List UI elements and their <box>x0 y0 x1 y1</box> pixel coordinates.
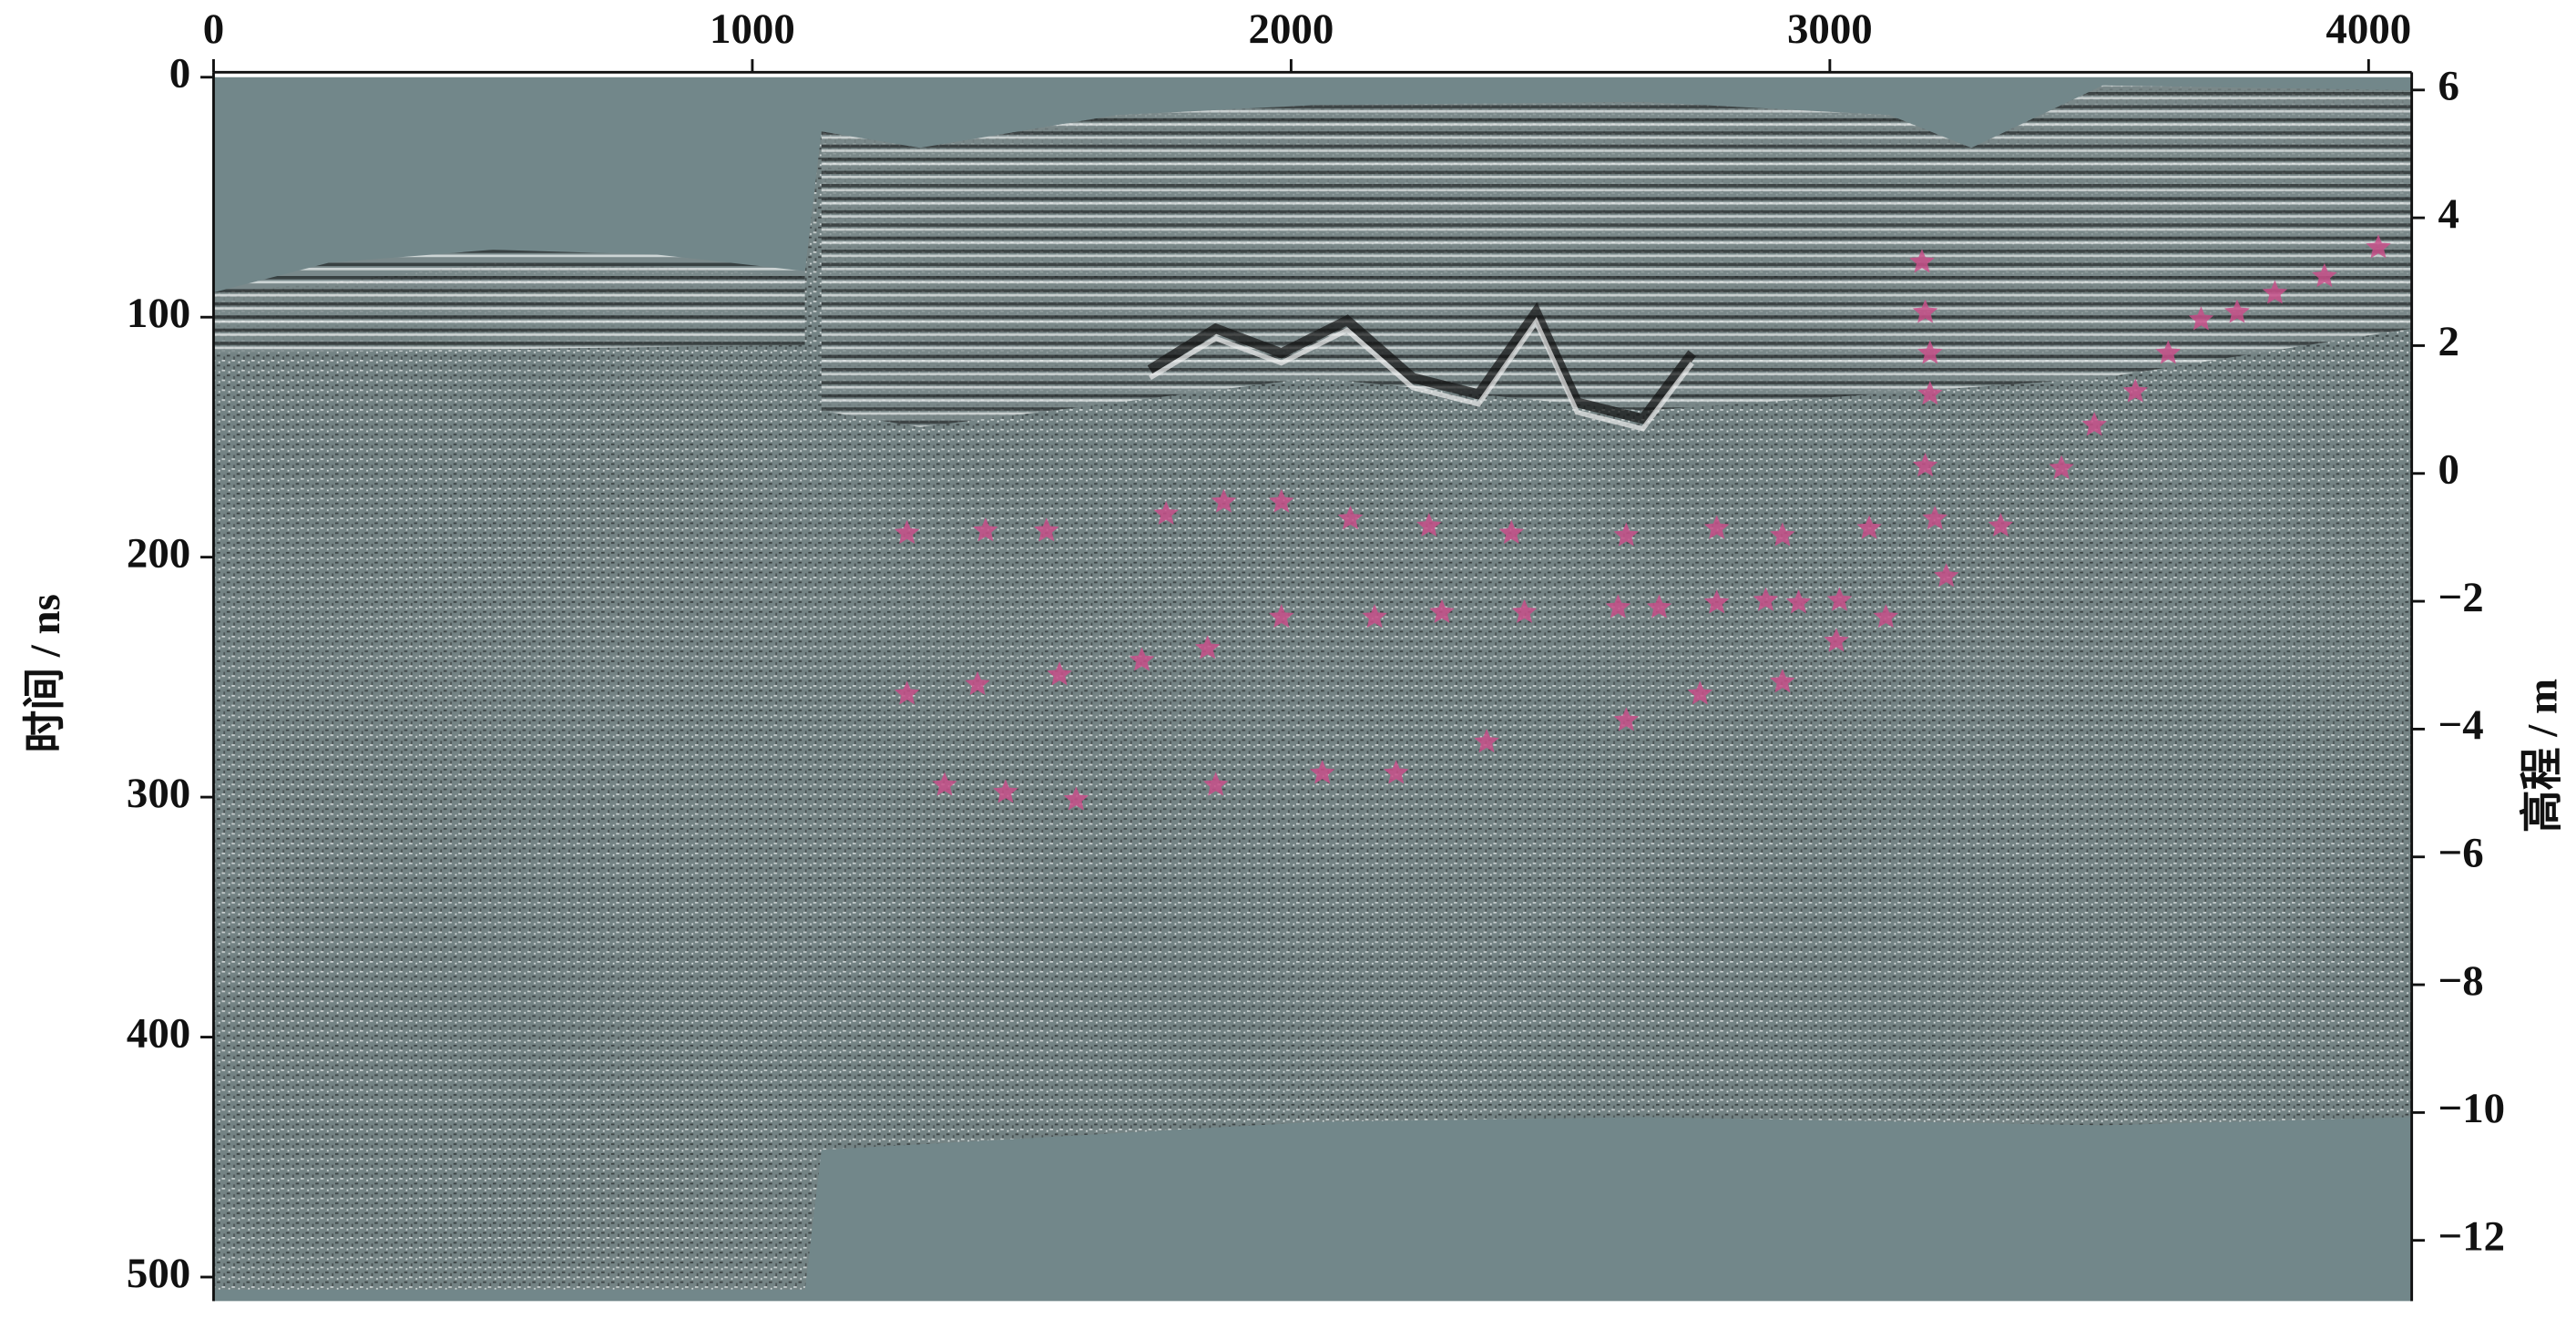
marker <box>993 779 1018 803</box>
marker <box>2224 299 2250 323</box>
marker <box>1383 760 1409 784</box>
marker <box>1309 760 1335 784</box>
marker <box>2262 280 2288 304</box>
y-tick-label: 300 <box>127 770 190 817</box>
marker <box>1605 594 1631 618</box>
marker <box>1770 522 1795 547</box>
marker <box>1047 661 1072 686</box>
marker <box>1429 598 1455 623</box>
marker <box>1770 669 1795 693</box>
marker <box>1211 488 1237 513</box>
y-tick-label: 500 <box>127 1250 190 1297</box>
marker <box>1912 453 1938 477</box>
marker <box>1269 604 1294 629</box>
y2-tick-label: 2 <box>2438 318 2459 365</box>
marker <box>894 519 920 544</box>
marker <box>2049 455 2074 479</box>
marker <box>1687 680 1713 705</box>
marker <box>1826 587 1853 611</box>
marker <box>1153 500 1179 525</box>
marker <box>1416 513 1442 537</box>
marker <box>1824 628 1849 652</box>
marker <box>1474 729 1499 753</box>
marker <box>2155 340 2182 364</box>
marker <box>894 680 920 705</box>
marker <box>1988 513 2014 537</box>
marker <box>1269 488 1294 513</box>
y-tick-label: 0 <box>169 50 190 97</box>
marker <box>1034 517 1059 542</box>
x-tick-label: 3000 <box>1787 5 1873 53</box>
y2-tick-label: −4 <box>2438 701 2484 749</box>
marker <box>1856 515 1882 539</box>
y-tick-label: 400 <box>127 1009 190 1057</box>
x-tick-label: 4000 <box>2326 5 2411 53</box>
y-tick-label: 100 <box>127 290 190 337</box>
x-tick-label: 2000 <box>1249 5 1334 53</box>
marker <box>1202 772 1229 796</box>
marker <box>1917 381 1943 405</box>
y-tick-label: 200 <box>127 529 190 577</box>
marker <box>1933 563 1959 588</box>
marker <box>1912 299 1938 323</box>
marker <box>1129 647 1155 671</box>
marker <box>1063 786 1089 811</box>
marker <box>1613 707 1640 731</box>
reflector <box>1147 302 1697 425</box>
marker <box>2366 234 2391 259</box>
marker <box>1753 587 1779 611</box>
marker <box>1511 598 1538 623</box>
y2-tick-label: −10 <box>2438 1085 2506 1132</box>
y2-tick-label: −6 <box>2438 829 2484 876</box>
marker <box>1613 522 1640 547</box>
marker <box>932 772 957 796</box>
x-tick-label: 1000 <box>710 5 795 53</box>
marker <box>2312 262 2337 288</box>
marker <box>1362 604 1387 629</box>
y2-tick-label: 6 <box>2438 63 2459 110</box>
marker <box>1646 594 1672 618</box>
marker <box>1194 635 1221 659</box>
marker <box>1917 340 1943 364</box>
marker <box>1909 249 1935 273</box>
y2-tick-label: −8 <box>2438 957 2484 1005</box>
y2-tick-label: 0 <box>2438 446 2459 494</box>
marker <box>1922 506 1947 530</box>
marker <box>973 517 998 542</box>
y2-tick-label: 4 <box>2438 190 2459 238</box>
marker <box>2188 306 2214 331</box>
noise-left <box>213 262 805 1290</box>
y2-tick-label: −12 <box>2438 1212 2506 1260</box>
marker <box>1785 589 1812 614</box>
layers-left <box>213 250 805 353</box>
y-axis-label: 时间 / ns <box>22 594 69 753</box>
marker <box>2122 378 2148 403</box>
marker <box>2081 412 2108 436</box>
radargram <box>213 77 2412 1302</box>
marker <box>1873 604 1899 629</box>
x-tick-label: 0 <box>203 5 224 53</box>
marker <box>1703 515 1730 539</box>
y2-tick-label: −2 <box>2438 574 2484 621</box>
marker <box>1337 506 1364 530</box>
reflector <box>1149 317 1694 432</box>
marker <box>965 670 990 696</box>
y2-axis-label: 高程 / m <box>2519 679 2566 833</box>
marker <box>1498 519 1524 544</box>
marker <box>1703 589 1730 614</box>
